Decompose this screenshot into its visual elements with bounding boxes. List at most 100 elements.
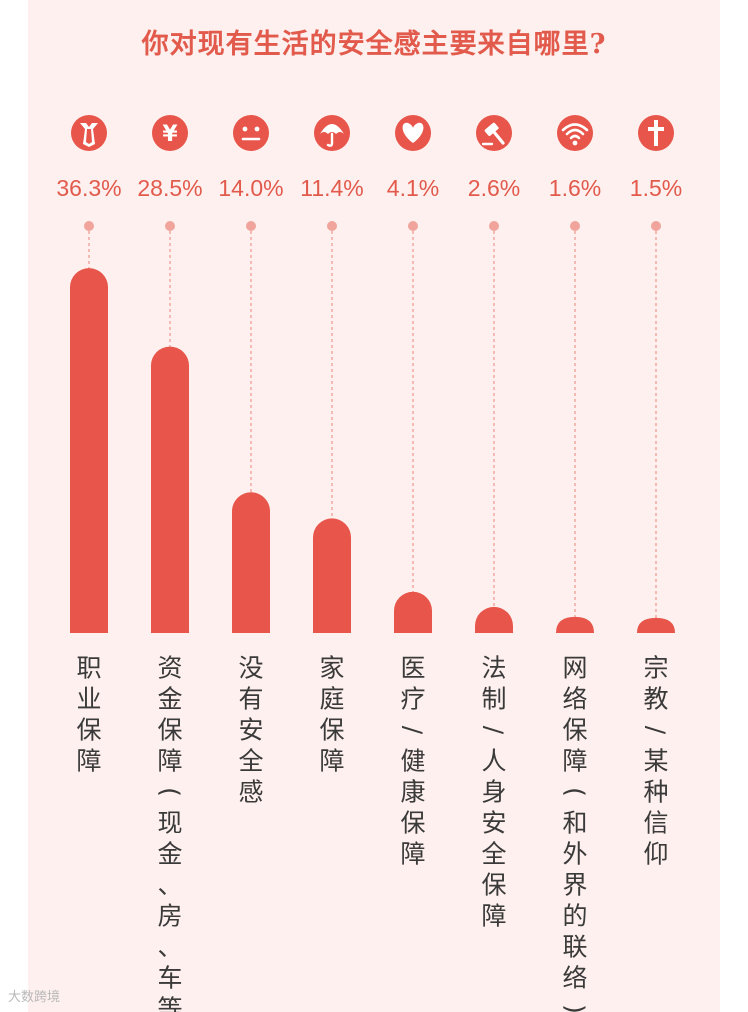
- watermark: 大数跨境: [8, 990, 61, 1005]
- svg-text:制: 制: [481, 685, 506, 714]
- value-label: 4.1%: [387, 175, 439, 201]
- svg-text:¥: ¥: [162, 122, 178, 147]
- bar: [151, 346, 189, 633]
- svg-text:医: 医: [400, 654, 425, 683]
- svg-text:现: 现: [157, 809, 182, 838]
- svg-text:): ): [561, 1004, 590, 1012]
- svg-text:等: 等: [157, 995, 182, 1012]
- svg-text:、: 、: [157, 871, 182, 900]
- value-label: 1.5%: [630, 175, 682, 201]
- value-label: 11.4%: [300, 175, 364, 201]
- svg-text:宗: 宗: [643, 654, 668, 683]
- svg-text:/: /: [642, 726, 671, 735]
- svg-text:保: 保: [157, 716, 182, 745]
- svg-text:健: 健: [400, 747, 425, 776]
- guide-dot: [651, 221, 661, 231]
- svg-text:络: 络: [562, 964, 587, 993]
- svg-text:、: 、: [157, 933, 182, 962]
- svg-text:庭: 庭: [319, 685, 344, 714]
- svg-text:/: /: [399, 726, 428, 735]
- value-label: 36.3%: [56, 175, 121, 201]
- bar: [394, 591, 432, 633]
- svg-text:全: 全: [481, 840, 506, 869]
- svg-text:法: 法: [481, 654, 506, 683]
- svg-text:/: /: [480, 726, 509, 735]
- svg-text:和: 和: [562, 809, 587, 838]
- value-label: 2.6%: [468, 175, 520, 201]
- svg-text:障: 障: [157, 747, 182, 776]
- svg-text:络: 络: [562, 685, 587, 714]
- svg-text:安: 安: [481, 809, 506, 838]
- svg-text:障: 障: [400, 840, 425, 869]
- umbrella-icon: [314, 115, 350, 151]
- svg-text:外: 外: [562, 840, 587, 869]
- guide-dot: [570, 221, 580, 231]
- svg-text:(: (: [561, 787, 590, 797]
- bar: [475, 606, 513, 633]
- guide-dot: [327, 221, 337, 231]
- svg-text:资: 资: [157, 654, 182, 683]
- gavel-icon: [476, 115, 512, 151]
- svg-text:职: 职: [76, 654, 101, 683]
- bar: [637, 617, 675, 633]
- svg-text:的: 的: [562, 902, 587, 931]
- value-label: 28.5%: [137, 175, 202, 201]
- svg-text:仰: 仰: [643, 840, 668, 869]
- bar: [70, 268, 109, 633]
- svg-text:障: 障: [319, 747, 344, 776]
- svg-text:界: 界: [562, 871, 587, 900]
- svg-text:金: 金: [157, 840, 182, 869]
- svg-text:网: 网: [562, 654, 587, 683]
- svg-text:康: 康: [400, 778, 425, 807]
- svg-text:业: 业: [76, 685, 101, 714]
- svg-text:某: 某: [643, 747, 668, 776]
- svg-text:保: 保: [76, 716, 101, 745]
- guide-dot: [84, 221, 94, 231]
- svg-text:家: 家: [319, 654, 344, 683]
- svg-text:没: 没: [238, 654, 263, 683]
- value-label: 14.0%: [218, 175, 283, 201]
- bar: [556, 616, 594, 633]
- bar: [232, 492, 270, 633]
- svg-text:人: 人: [481, 747, 506, 776]
- svg-text:种: 种: [643, 778, 668, 807]
- chart-background: [28, 0, 720, 1012]
- svg-text:全: 全: [238, 747, 263, 776]
- neutral-face-icon: [233, 115, 269, 151]
- svg-text:有: 有: [238, 685, 263, 714]
- svg-text:安: 安: [238, 716, 263, 745]
- chart-title: 你对现有生活的安全感主要来自哪里?: [141, 29, 607, 60]
- svg-text:障: 障: [76, 747, 101, 776]
- svg-text:障: 障: [562, 747, 587, 776]
- wifi-icon: [557, 115, 593, 151]
- guide-dot: [165, 221, 175, 231]
- svg-text:信: 信: [643, 809, 668, 838]
- heart-icon: [395, 115, 431, 151]
- svg-text:疗: 疗: [400, 685, 425, 714]
- svg-text:(: (: [156, 787, 185, 797]
- value-label: 1.6%: [549, 175, 601, 201]
- cross-icon: [638, 115, 674, 151]
- svg-text:障: 障: [481, 902, 506, 931]
- guide-dot: [408, 221, 418, 231]
- svg-text:联: 联: [562, 933, 587, 962]
- svg-text:金: 金: [157, 685, 182, 714]
- guide-dot: [246, 221, 256, 231]
- tie-icon: [71, 115, 107, 151]
- svg-text:保: 保: [562, 716, 587, 745]
- svg-text:身: 身: [481, 778, 506, 807]
- yen-icon: ¥: [152, 115, 188, 151]
- svg-text:保: 保: [400, 809, 425, 838]
- guide-dot: [489, 221, 499, 231]
- svg-text:保: 保: [481, 871, 506, 900]
- svg-text:感: 感: [238, 778, 263, 807]
